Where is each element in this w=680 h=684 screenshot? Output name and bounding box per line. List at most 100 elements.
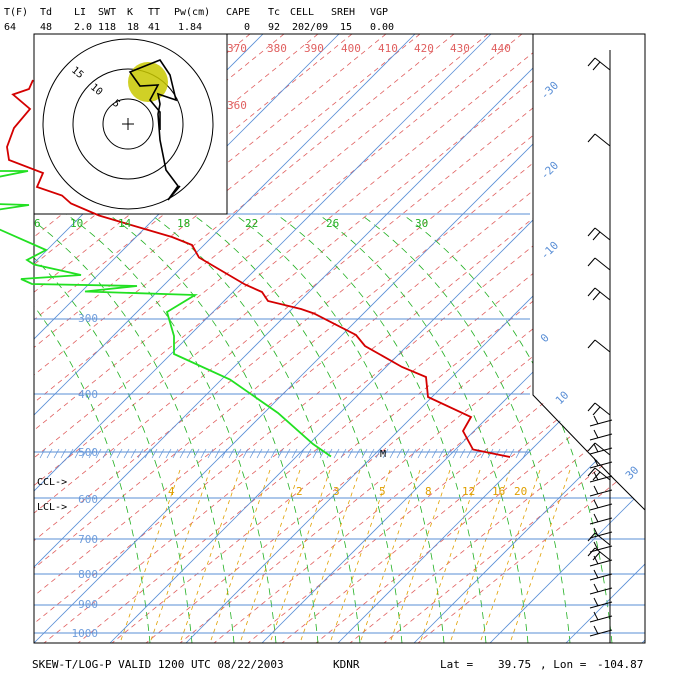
mixing-ratio-label: 5 (379, 485, 386, 498)
mixing-ratio-line (119, 469, 181, 643)
hatch-mark (256, 448, 263, 459)
hatch-mark (361, 448, 368, 459)
hatch-mark (326, 448, 333, 459)
wind-barb (587, 467, 611, 481)
mixing-ratio-label: 12 (462, 485, 475, 498)
wind-barb (589, 555, 613, 567)
wind-barb (589, 569, 613, 581)
isotherm-line (34, 34, 568, 568)
dry-adiabat-line (383, 430, 645, 643)
hatch-mark (158, 448, 165, 459)
hatch-mark (284, 448, 291, 459)
profile-layer (0, 79, 511, 458)
pressure-tick-label: 700 (78, 533, 98, 546)
pressure-tick-label: 600 (78, 493, 98, 506)
theta-e-label: 22 (245, 217, 258, 230)
hatch-mark (144, 448, 151, 459)
header-value: 2.0 (74, 22, 92, 33)
wind-barb (589, 527, 613, 539)
wind-barb (589, 415, 613, 427)
mixing-ratio-label: 20 (514, 485, 527, 498)
hatch-mark (305, 448, 312, 459)
dry-adiabat-line (43, 154, 645, 643)
wind-barb (589, 457, 613, 469)
hatch-mark (501, 448, 508, 459)
theta-e-label: 10 (70, 217, 83, 230)
moist-adiabat-line (34, 257, 193, 643)
wind-barb (589, 471, 613, 483)
mixing-ratio-label: 8 (425, 485, 432, 498)
pressure-tick-label: 500 (78, 446, 98, 459)
header-label: VGP (370, 7, 388, 18)
wind-barb (587, 339, 611, 353)
hatch-mark (403, 448, 410, 459)
mixing-ratio-line (479, 469, 541, 643)
theta-label: 420 (414, 42, 434, 55)
hatch-mark (424, 448, 431, 459)
lcl-marker: LCL-> (37, 502, 67, 513)
theta-label: 370 (227, 42, 247, 55)
hatch-mark (452, 448, 459, 459)
hatch-mark (291, 448, 298, 459)
header-label: T(F) (4, 7, 28, 18)
mixing-ratio-label: 16 (492, 485, 505, 498)
header-label: SREH (331, 7, 355, 18)
temperature-profile (6, 79, 511, 458)
hatch-mark (179, 448, 186, 459)
hodograph-ring (72, 68, 184, 180)
hatch-mark (109, 448, 116, 459)
mixing-ratio-label: 2 (296, 485, 303, 498)
isotherm-line (34, 34, 492, 492)
moist-adiabat-line (191, 213, 403, 643)
hatch-mark (396, 448, 403, 459)
hatch-mark (459, 448, 466, 459)
header-value: 41 (148, 22, 160, 33)
hatch-mark (515, 448, 522, 459)
hodograph-ring (42, 38, 214, 210)
hatch-mark (200, 448, 207, 459)
hatch-mark (431, 448, 438, 459)
mixing-ratio-line (389, 469, 451, 643)
moist-adiabat-line (34, 305, 151, 643)
mixing-ratio-line (299, 469, 361, 643)
dewpoint-profile (0, 170, 332, 458)
dry-adiabat-line (77, 182, 645, 643)
wind-barb (589, 625, 613, 637)
header-label: SWT (98, 7, 116, 18)
mixing-ratio-line (239, 469, 301, 643)
hatch-mark (249, 448, 256, 459)
wind-barb (589, 513, 613, 525)
theta-label: 440 (491, 42, 511, 55)
mixing-ratio-line (449, 469, 511, 643)
footer-lon-label: , Lon = (540, 658, 587, 671)
hatch-mark (165, 448, 172, 459)
theta-label: 400 (341, 42, 361, 55)
hatch-mark (277, 448, 284, 459)
moist-adiabat-line (275, 213, 487, 643)
footer-lat-label: Lat = (440, 658, 473, 671)
hatch-mark (193, 448, 200, 459)
mixing-ratio-line (329, 469, 391, 643)
dry-adiabat-line (34, 71, 645, 569)
header-value: 48 (40, 22, 52, 33)
theta-e-label: 30 (415, 217, 428, 230)
hatch-mark (522, 448, 529, 459)
pressure-tick-label: 400 (78, 388, 98, 401)
hatch-mark (270, 448, 277, 459)
theta-label: 380 (267, 42, 287, 55)
pressure-tick-label: 800 (78, 568, 98, 581)
header-label: Tc (268, 7, 280, 18)
hatch-mark (347, 448, 354, 459)
hodograph-ring-label: 5 (110, 98, 122, 110)
header-value: 64 (4, 22, 16, 33)
dry-adiabat-line (315, 375, 645, 643)
hatch-mark (333, 448, 340, 459)
theta-label: 410 (378, 42, 398, 55)
hatch-mark (389, 448, 396, 459)
dry-adiabat-line (145, 237, 645, 643)
dry-adiabat-line (281, 347, 645, 643)
plot-frame (33, 33, 646, 644)
hatch-mark (312, 448, 319, 459)
isotherm-line (34, 34, 416, 416)
wind-barb (589, 583, 613, 595)
